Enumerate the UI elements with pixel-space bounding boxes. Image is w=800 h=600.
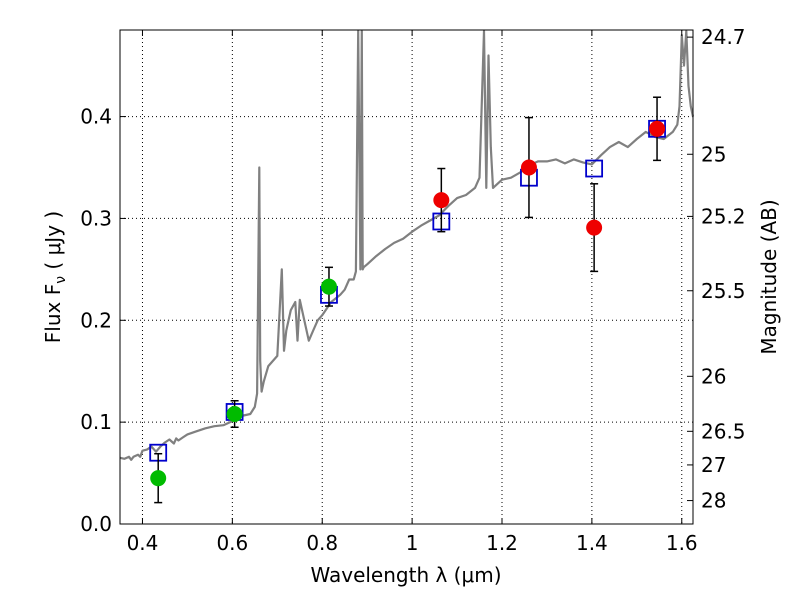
data-point-1-0	[433, 192, 450, 209]
y-axis-label-subscript: ν	[53, 276, 69, 284]
y-tick-label-3: 0.3	[80, 206, 112, 230]
x-axis-label: Wavelength λ (μm)	[310, 563, 501, 587]
y2-axis-label: Magnitude (AB)	[757, 199, 781, 354]
y-axis-label-unit: ( μJy )	[41, 211, 65, 276]
mag-tick-label-5: 26.5	[701, 419, 746, 443]
y-tick-label-0: 0.0	[80, 512, 112, 536]
mag-tick-label-2: 25.2	[701, 204, 746, 228]
x-tick-label-1: 0.6	[216, 531, 248, 555]
y-axis-label: Flux Fν ( μJy )	[41, 211, 69, 343]
spectrum-line	[119, 29, 695, 461]
model-square-5	[585, 159, 604, 178]
mag-tick-label-1: 25	[701, 142, 726, 166]
mag-tick-label-4: 26	[701, 364, 726, 388]
x-tick-label-5: 1.4	[576, 531, 608, 555]
data-point-1-2	[586, 219, 603, 236]
y-tick-label-4: 0.4	[80, 105, 112, 129]
y-tick-label-2: 0.2	[80, 308, 112, 332]
tick-layer	[120, 30, 693, 525]
x-tick-label-4: 1.2	[486, 531, 518, 555]
marker-layer	[149, 96, 666, 504]
mag-tick-label-0: 24.7	[701, 25, 746, 49]
x-tick-label-6: 1.6	[666, 531, 698, 555]
mag-tick-label-7: 28	[701, 489, 726, 513]
x-tick-label-3: 1	[406, 531, 419, 555]
plot-frame	[119, 29, 694, 525]
x-tick-label-0: 0.4	[127, 531, 159, 555]
y-axis-label-main: Flux F	[41, 284, 65, 343]
x-tick-label-2: 0.8	[306, 531, 338, 555]
data-point-0-2	[320, 278, 337, 295]
data-point-0-0	[150, 470, 167, 487]
mag-tick-label-3: 25.5	[701, 279, 746, 303]
data-point-1-3	[649, 120, 666, 137]
spectrum-layer	[119, 29, 695, 461]
mag-tick-label-6: 27	[701, 453, 726, 477]
data-point-1-1	[520, 159, 537, 176]
data-point-0-1	[226, 405, 243, 422]
y-tick-label-1: 0.1	[80, 410, 112, 434]
label-layer: 0.4 0.6 0.8 1 1.2 1.4 1.6 0.0 0.1 0.2 0.3 0.4 24.7 25…	[80, 25, 745, 555]
